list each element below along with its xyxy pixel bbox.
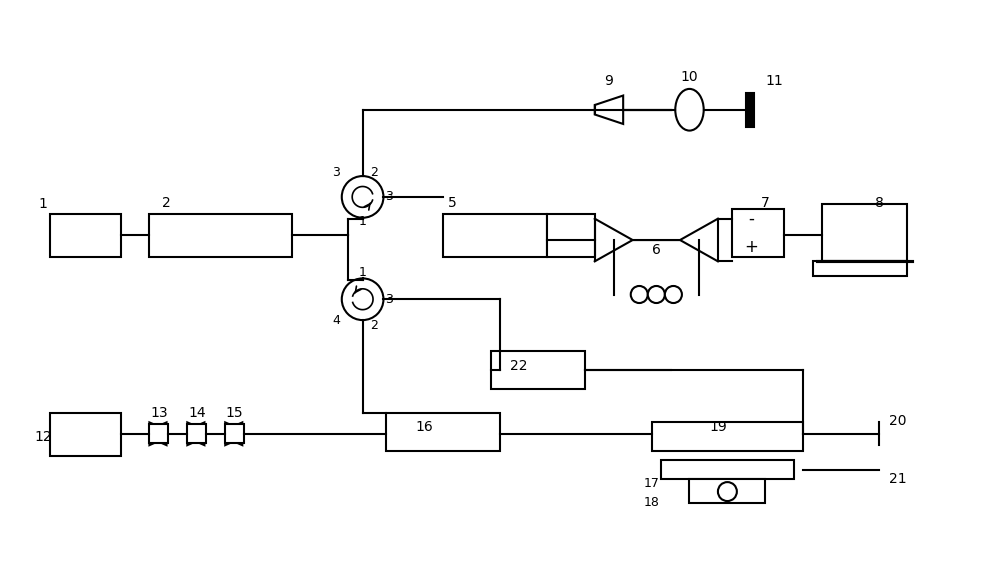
Text: 18: 18 [644,496,660,509]
Text: +: + [744,238,758,256]
Text: 6: 6 [652,243,661,257]
Text: 1: 1 [359,215,367,228]
Bar [187,424,206,443]
Bar [661,460,794,479]
Polygon shape [225,423,242,445]
Ellipse shape [675,89,704,131]
Text: 16: 16 [415,420,433,434]
Text: 3: 3 [385,293,393,305]
Text: -: - [748,210,754,228]
Text: 20: 20 [889,413,907,428]
Text: 7: 7 [761,196,770,210]
Bar [491,351,585,389]
Text: 19: 19 [709,420,727,434]
Bar [813,262,907,276]
Bar [822,204,907,262]
Text: 2: 2 [370,319,378,332]
Text: 4: 4 [332,313,340,327]
Text: 3: 3 [332,166,340,179]
Bar [50,413,121,456]
Text: 5: 5 [448,196,457,210]
Bar [225,424,244,443]
Bar [149,424,168,443]
Bar [443,214,547,256]
Polygon shape [595,95,623,124]
Polygon shape [225,423,242,445]
Text: 11: 11 [766,74,784,89]
Text: 21: 21 [889,472,907,486]
Bar [547,214,595,256]
Text: 22: 22 [510,359,528,372]
Polygon shape [149,423,166,445]
Text: 12: 12 [35,429,52,444]
Bar [732,209,784,256]
Circle shape [342,176,383,218]
Bar [689,479,765,503]
Text: 8: 8 [875,196,883,210]
Text: 1: 1 [359,266,367,279]
Polygon shape [149,423,166,445]
Text: 2: 2 [370,166,378,179]
Text: 10: 10 [681,70,698,83]
Text: 2: 2 [162,196,171,210]
Bar [746,93,754,127]
Polygon shape [187,423,204,445]
Polygon shape [187,423,204,445]
Text: 9: 9 [605,74,613,89]
Text: 3: 3 [385,190,393,203]
Circle shape [631,286,648,303]
Text: 14: 14 [188,406,206,420]
Bar [50,214,121,256]
Text: 13: 13 [150,406,168,420]
Bar [652,423,803,451]
Text: 1: 1 [39,198,48,211]
Circle shape [648,286,665,303]
Circle shape [665,286,682,303]
Text: 15: 15 [226,406,244,420]
Circle shape [718,482,737,501]
Bar [149,214,292,256]
Text: 17: 17 [644,477,660,490]
Bar [386,413,500,451]
Circle shape [342,279,383,320]
